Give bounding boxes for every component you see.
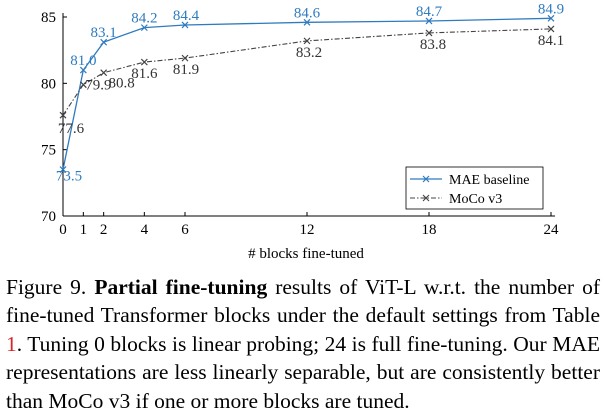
- y-tick-label: 80: [41, 76, 56, 92]
- data-label-moco: 80.8: [109, 76, 135, 92]
- data-label-mae: 84.2: [131, 11, 157, 27]
- data-label-moco: 81.9: [173, 62, 199, 78]
- series-layer: [59, 14, 555, 173]
- caption-title: Partial fine-tuning: [94, 275, 268, 299]
- data-point-moco: [100, 69, 108, 77]
- x-tick-label: 4: [141, 222, 149, 238]
- data-point-moco: [547, 25, 555, 33]
- data-labels-layer: 73.5 81.0 83.1 84.2 84.4 84.6 84.7 84.9 77.6 79.9…: [56, 1, 564, 184]
- data-point-mae: [140, 24, 148, 32]
- figure-caption: Figure 9. Partial fine-tuning results of…: [6, 273, 600, 415]
- data-label-mae: 84.9: [538, 1, 564, 17]
- data-label-mae: 73.5: [56, 169, 82, 185]
- data-label-moco: 83.8: [420, 37, 446, 53]
- data-point-mae: [303, 18, 311, 26]
- x-tick-label: 2: [100, 222, 108, 238]
- legend-mae-label: MAE baseline: [449, 173, 529, 188]
- caption-text-2: . Tuning 0 blocks is linear probing; 24 …: [6, 331, 600, 413]
- y-tick-label: 75: [41, 143, 56, 159]
- table-reference-link[interactable]: 1: [6, 331, 17, 356]
- data-label-moco: 79.9: [85, 78, 111, 94]
- legend-mae-marker: [422, 175, 430, 183]
- data-label-mae: 81.0: [70, 53, 96, 69]
- data-label-mae: 84.4: [173, 8, 200, 24]
- x-axis-label: # blocks fine-tuned: [248, 246, 364, 262]
- x-tick-label: 6: [181, 222, 189, 238]
- data-label-mae: 84.6: [294, 5, 321, 21]
- caption-text-1: results of ViT-L w.r.t. the number of fi…: [6, 275, 600, 328]
- legend-moco-marker: [422, 194, 430, 202]
- data-point-moco: [181, 54, 189, 62]
- legend: MAE baseline MoCo v3: [405, 166, 544, 210]
- data-point-mae: [425, 17, 433, 25]
- data-label-moco: 77.6: [58, 121, 85, 137]
- legend-moco-label: MoCo v3: [449, 192, 502, 207]
- data-point-moco: [303, 37, 311, 45]
- x-tick-label: 24: [544, 222, 560, 238]
- x-tick-label: 12: [300, 222, 315, 238]
- data-label-moco: 81.6: [131, 66, 158, 82]
- series-line-mae-baseline: [62, 17, 552, 170]
- data-label-mae: 83.1: [91, 25, 117, 41]
- data-point-mae: [59, 166, 67, 173]
- y-tick-label: 70: [41, 209, 56, 225]
- data-point-moco: [140, 58, 148, 66]
- data-point-mae: [100, 38, 108, 46]
- data-label-moco: 84.1: [538, 33, 564, 49]
- x-tick-label: 0: [59, 222, 67, 238]
- y-tick-label: 85: [41, 10, 56, 26]
- data-label-moco: 83.2: [296, 45, 322, 61]
- legend-box: [405, 166, 544, 210]
- data-point-moco: [79, 81, 87, 89]
- series-line-moco-v3: [62, 28, 552, 116]
- figure-label: Figure 9.: [6, 275, 87, 299]
- data-point-moco: [59, 111, 67, 119]
- data-point-mae: [181, 21, 189, 29]
- data-point-mae: [547, 14, 555, 22]
- data-label-mae: 84.7: [416, 4, 443, 20]
- data-point-moco: [425, 29, 433, 37]
- data-point-mae: [79, 66, 87, 74]
- x-tick-label: 1: [80, 222, 88, 238]
- x-tick-label: 18: [422, 222, 437, 238]
